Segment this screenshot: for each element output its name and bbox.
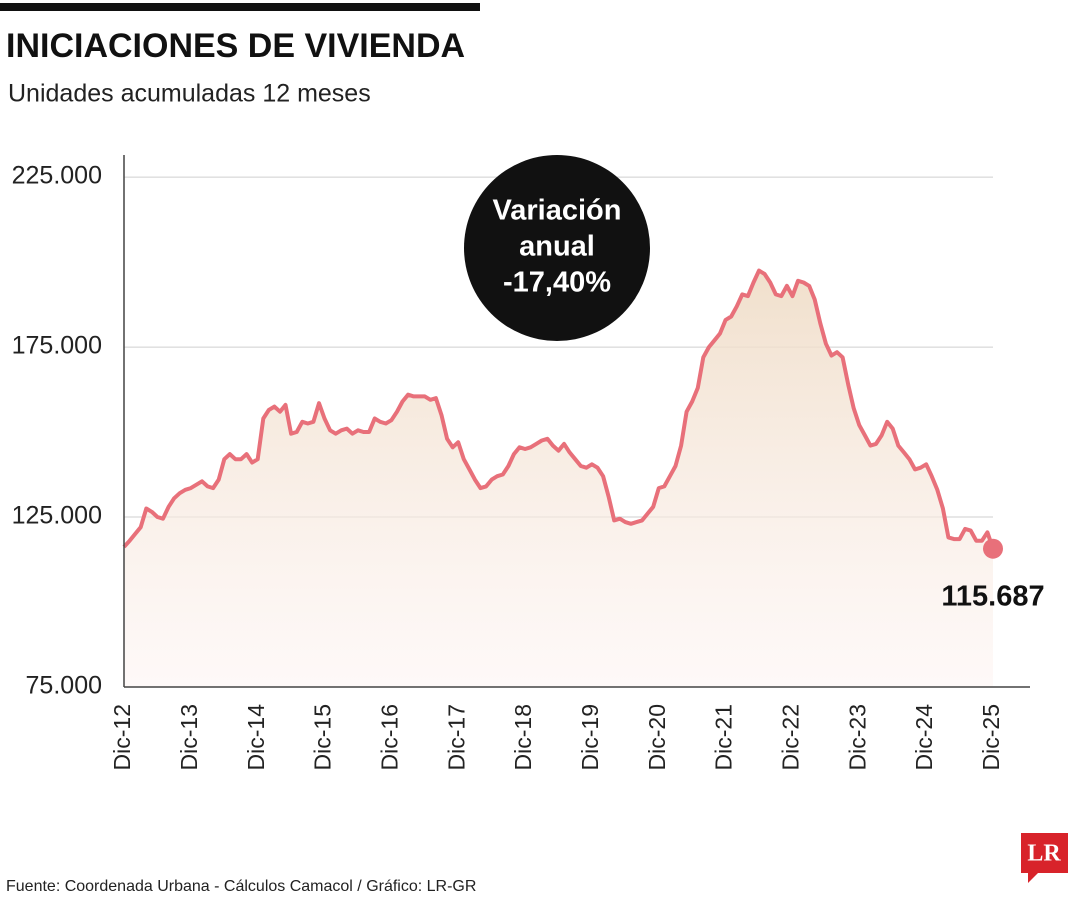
source: Fuente: Coordenada Urbana - Cálculos Cam… (6, 878, 476, 895)
y-tick-label: 125.000 (12, 502, 102, 530)
logo: LR (1027, 841, 1061, 867)
x-tick-label: Dic-21 (711, 704, 737, 770)
x-tick-label: Dic-18 (510, 704, 536, 770)
annotation: anual (519, 231, 595, 263)
chart-subtitle: Unidades acumuladas 12 meses (8, 80, 371, 108)
x-tick-label: Dic-13 (176, 704, 202, 770)
x-tick-label: Dic-17 (443, 704, 469, 770)
x-tick-label: Dic-19 (577, 704, 603, 770)
value-label: 115.687 (941, 580, 1044, 612)
x-tick-label: Dic-16 (376, 704, 402, 770)
annotation: -17,40% (503, 267, 611, 299)
area-fill (124, 270, 993, 687)
x-tick-label: Dic-14 (243, 704, 269, 771)
x-tick-label: Dic-22 (778, 704, 804, 770)
y-tick-label: 75.000 (26, 672, 102, 700)
y-tick-label: 225.000 (12, 162, 102, 190)
x-tick-label: Dic-25 (978, 704, 1004, 770)
data-line (122, 268, 995, 550)
plot-area: 75.000 125.000 175.000 225.000 115.687 Dic-12… (12, 155, 1045, 770)
x-tick-label: Dic-12 (109, 704, 135, 770)
x-tick-label: Dic-20 (644, 704, 670, 770)
x-tick-label: Dic-15 (310, 704, 336, 770)
x-tick-label: Dic-24 (911, 704, 937, 771)
logo-badge (1021, 833, 1068, 883)
chart-title: INICIACIONES DE VIVIENDA (6, 27, 465, 65)
title-bar (0, 3, 480, 11)
annotation: Variación (493, 195, 622, 227)
y-tick-label: 175.000 (12, 332, 102, 360)
x-tick-label: Dic-23 (844, 704, 870, 770)
end-point (983, 538, 1003, 559)
annotation-circle (464, 155, 650, 341)
